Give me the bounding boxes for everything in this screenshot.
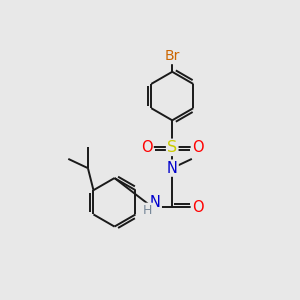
- Text: O: O: [141, 140, 153, 155]
- Text: O: O: [192, 140, 203, 155]
- Text: N: N: [150, 195, 161, 210]
- Text: O: O: [192, 200, 203, 215]
- Text: N: N: [167, 160, 178, 175]
- Text: H: H: [143, 204, 152, 217]
- Text: S: S: [167, 140, 177, 155]
- Text: Br: Br: [164, 49, 180, 63]
